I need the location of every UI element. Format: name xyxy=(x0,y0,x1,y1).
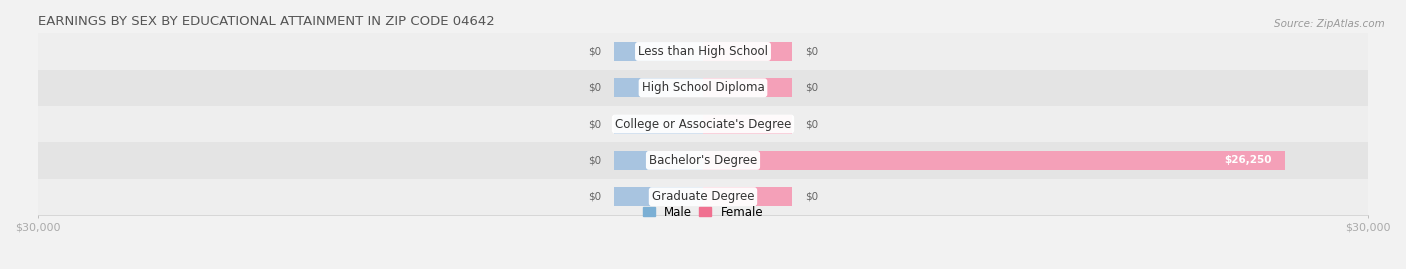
Bar xyxy=(614,42,703,61)
Text: Graduate Degree: Graduate Degree xyxy=(652,190,754,203)
Bar xyxy=(614,78,703,97)
Bar xyxy=(703,42,792,61)
Text: College or Associate's Degree: College or Associate's Degree xyxy=(614,118,792,130)
Bar xyxy=(614,151,703,170)
Text: Source: ZipAtlas.com: Source: ZipAtlas.com xyxy=(1274,19,1385,29)
Text: $0: $0 xyxy=(588,192,600,202)
Bar xyxy=(38,179,1368,215)
Text: $0: $0 xyxy=(806,119,818,129)
Text: High School Diploma: High School Diploma xyxy=(641,81,765,94)
Bar xyxy=(703,187,792,206)
Text: $0: $0 xyxy=(806,47,818,56)
Text: $0: $0 xyxy=(806,83,818,93)
Bar xyxy=(38,70,1368,106)
Bar xyxy=(703,151,1285,170)
Text: $0: $0 xyxy=(588,83,600,93)
Bar xyxy=(703,78,792,97)
Bar xyxy=(38,106,1368,142)
Bar xyxy=(614,115,703,133)
Bar xyxy=(703,115,792,133)
Text: Less than High School: Less than High School xyxy=(638,45,768,58)
Text: $0: $0 xyxy=(588,155,600,165)
Text: $0: $0 xyxy=(806,192,818,202)
Text: $0: $0 xyxy=(588,47,600,56)
Text: $0: $0 xyxy=(588,119,600,129)
Text: Bachelor's Degree: Bachelor's Degree xyxy=(650,154,756,167)
Legend: Male, Female: Male, Female xyxy=(638,201,768,224)
Bar xyxy=(614,187,703,206)
Text: $26,250: $26,250 xyxy=(1225,155,1272,165)
Text: EARNINGS BY SEX BY EDUCATIONAL ATTAINMENT IN ZIP CODE 04642: EARNINGS BY SEX BY EDUCATIONAL ATTAINMEN… xyxy=(38,15,495,28)
Bar xyxy=(38,142,1368,179)
Bar xyxy=(38,33,1368,70)
